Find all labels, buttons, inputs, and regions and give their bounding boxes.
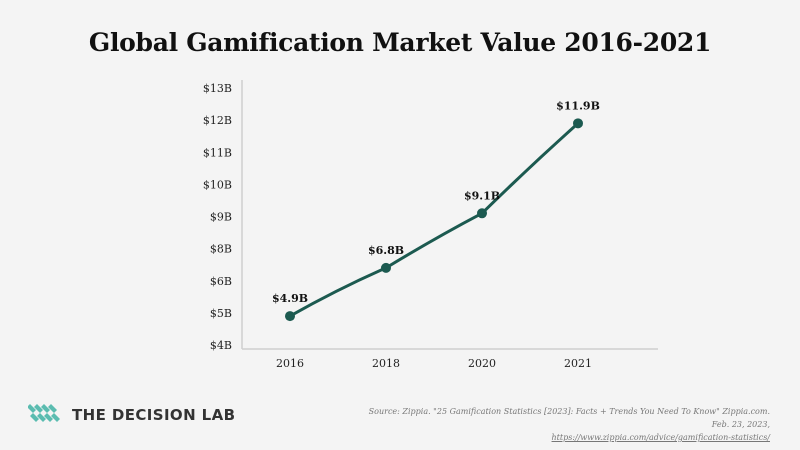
y-tick-label: $8B [210, 243, 232, 256]
x-tick-label: 2018 [372, 357, 400, 370]
y-tick-label: $12B [203, 114, 232, 127]
decision-lab-logo-icon [27, 400, 62, 430]
chart-title: Global Gamification Market Value 2016-20… [88, 28, 712, 57]
source-link[interactable]: https://www.zippia.com/advice/gamificati… [551, 433, 770, 442]
source-text: Source: Zippia. "25 Gamification Statist… [368, 407, 770, 429]
brand-name: THE DECISION LAB [72, 406, 236, 424]
data-point [573, 118, 583, 129]
data-label: $9.1B [464, 189, 500, 202]
series-lines [289, 122, 580, 318]
data-point [381, 262, 391, 273]
series-line [289, 122, 580, 318]
line-chart: $4B $5B $6B $8B $9B $10B $11B $12B $13B 2016 2018… [203, 80, 658, 370]
y-tick-label: $9B [210, 211, 232, 224]
data-label: $4.9B [272, 292, 308, 305]
x-tick-label: 2016 [276, 357, 304, 370]
data-label: $11.9B [556, 99, 600, 112]
data-label: $6.8B [368, 244, 404, 257]
data-point [477, 208, 487, 219]
data-labels: $4.9B $6.8B $9.1B $11.9B [272, 99, 600, 305]
source-citation: Source: Zippia. "25 Gamification Statist… [350, 405, 770, 444]
x-tick-label: 2020 [468, 357, 496, 370]
y-tick-label: $11B [203, 146, 232, 159]
y-tick-label: $4B [210, 339, 232, 352]
y-tick-label: $13B [203, 82, 232, 95]
y-tick-label: $6B [210, 275, 232, 288]
x-tick-labels: 2016 2018 2020 2021 [276, 357, 592, 370]
brand-logo[interactable]: THE DECISION LAB [27, 400, 236, 430]
y-tick-label: $10B [203, 178, 232, 191]
chart-axes [241, 80, 658, 350]
x-tick-label: 2021 [564, 357, 592, 370]
y-tick-labels: $4B $5B $6B $8B $9B $10B $11B $12B $13B [203, 82, 232, 352]
data-points [285, 118, 583, 322]
y-tick-label: $5B [210, 307, 232, 320]
data-point [285, 311, 295, 322]
